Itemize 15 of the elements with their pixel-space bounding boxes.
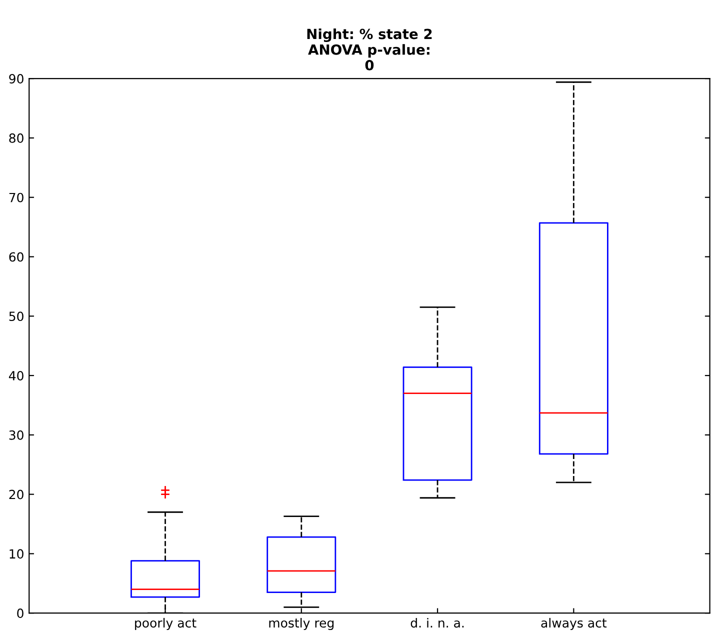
y-tick-label: 30 xyxy=(9,430,24,440)
y-tick-label: 70 xyxy=(9,192,24,202)
y-tick-label: 50 xyxy=(9,312,24,322)
y-tick-label: 10 xyxy=(10,549,24,559)
x-tick-label: d. i. n. a. xyxy=(410,618,464,628)
x-tick-label: always act xyxy=(541,618,607,630)
y-tick-label: 60 xyxy=(9,252,24,262)
y-tick-label: 90 xyxy=(9,74,24,84)
x-tick-label: poorly act xyxy=(135,618,196,630)
chart-title: Night: % state 2 ANOVA p-value: 0 xyxy=(307,28,432,70)
y-tick-label: 0 xyxy=(17,608,24,618)
y-tick-label: 80 xyxy=(9,133,24,143)
x-tick-label: mostly reg xyxy=(269,618,334,630)
y-tick-label: 20 xyxy=(9,490,24,500)
y-tick-label: 40 xyxy=(8,370,24,380)
